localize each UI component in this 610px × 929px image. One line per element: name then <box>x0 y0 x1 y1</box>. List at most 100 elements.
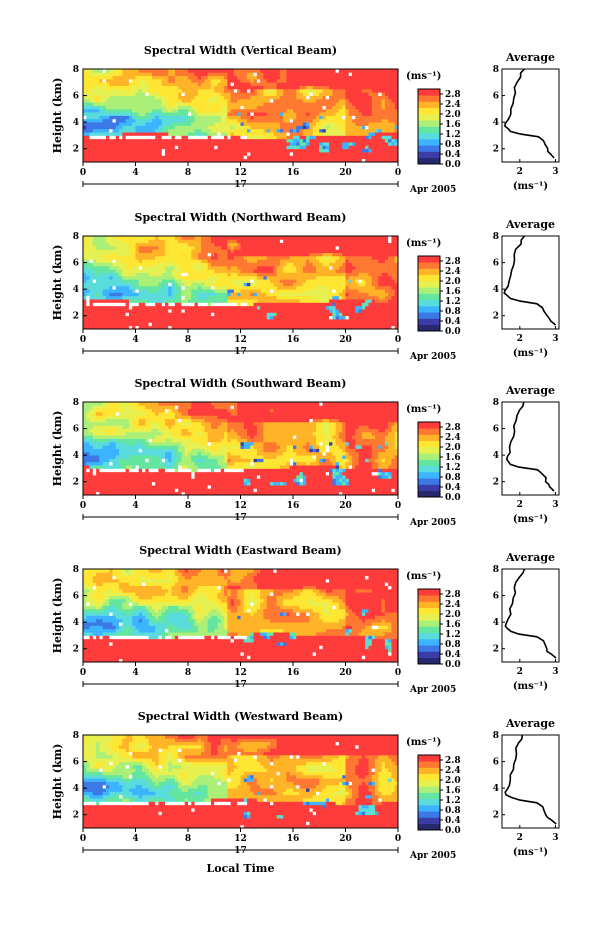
heatmap-cell <box>335 88 340 93</box>
heatmap-cell <box>302 118 307 123</box>
heatmap-cell <box>197 245 202 250</box>
heatmap-cell <box>283 115 287 120</box>
heatmap-cell <box>247 75 251 80</box>
heatmap-cell <box>89 295 94 300</box>
heatmap-cell <box>293 309 297 313</box>
heatmap-cell <box>125 108 130 113</box>
heatmap-cell <box>237 88 241 93</box>
heatmap-cell <box>148 322 153 327</box>
heatmap-cell <box>302 272 307 277</box>
heatmap-cell <box>230 239 235 244</box>
heatmap-cell <box>171 148 176 153</box>
heatmap-cell <box>115 262 120 267</box>
heatmap-cell <box>161 275 166 280</box>
heatmap-cell <box>112 132 117 136</box>
heatmap-cell <box>233 239 238 244</box>
heatmap-cell <box>260 255 264 260</box>
heatmap-cell <box>125 279 130 283</box>
heatmap-cell <box>115 322 120 327</box>
heatmap-cell <box>174 295 179 300</box>
heatmap-cell <box>210 95 215 100</box>
heatmap-cell <box>263 75 268 80</box>
heatmap-cell <box>214 118 218 123</box>
heatmap-cell <box>322 239 327 244</box>
heatmap-cell <box>122 249 127 254</box>
heatmap-cell <box>240 105 245 110</box>
heatmap-cell <box>325 302 330 307</box>
heatmap-cell <box>148 282 153 287</box>
heatmap-cell <box>381 102 386 106</box>
heatmap-cell <box>299 125 304 130</box>
heatmap-cell <box>329 155 333 160</box>
heatmap-cell <box>181 292 186 297</box>
heatmap-cell <box>355 128 360 133</box>
heatmap-cell <box>289 75 294 80</box>
heatmap-cell <box>171 285 176 290</box>
heatmap-cell <box>201 245 205 250</box>
heatmap-cell <box>276 142 281 146</box>
heatmap-cell <box>381 105 386 110</box>
heatmap-cell <box>197 282 202 287</box>
heatmap-cell <box>158 269 163 273</box>
heatmap-cell <box>174 236 179 240</box>
heatmap-cell <box>171 88 176 93</box>
heatmap-cell <box>115 242 120 247</box>
heatmap-cell <box>263 148 268 153</box>
heatmap-cell <box>322 132 327 136</box>
heatmap-cell <box>338 322 343 327</box>
heatmap-cell <box>233 265 238 270</box>
heatmap-cell <box>296 128 300 133</box>
heatmap-cell <box>329 265 333 270</box>
heatmap-cell <box>332 135 337 140</box>
heatmap-cell <box>125 299 130 303</box>
heatmap-cell <box>161 102 166 106</box>
heatmap-cell <box>145 322 150 327</box>
heatmap-cell <box>256 152 261 156</box>
heatmap-cell <box>158 245 163 250</box>
heatmap-cell <box>348 115 353 120</box>
heatmap-cell <box>286 305 291 310</box>
heatmap-cell <box>142 85 146 90</box>
heatmap-cell <box>207 75 212 80</box>
heatmap-cell <box>279 118 284 123</box>
heatmap-cell <box>256 285 261 290</box>
heatmap-cell <box>165 302 169 307</box>
heatmap-cell <box>312 85 317 90</box>
heatmap-cell <box>207 259 212 263</box>
heatmap-cell <box>99 88 104 93</box>
heatmap-cell <box>178 272 182 277</box>
heatmap-cell <box>161 312 166 317</box>
heatmap-cell <box>253 315 258 320</box>
heatmap-cell <box>138 279 143 283</box>
heatmap-cell <box>224 245 228 250</box>
heatmap-cell <box>155 315 159 320</box>
heatmap-cell <box>89 112 94 116</box>
heatmap-cell <box>201 322 205 327</box>
heatmap-cell <box>96 282 100 287</box>
heatmap-cell <box>174 322 179 327</box>
heatmap-cell <box>266 305 271 310</box>
heatmap-cell <box>276 125 281 130</box>
heatmap-cell <box>105 142 110 146</box>
heatmap-cell <box>368 115 373 120</box>
heatmap-cell <box>92 75 97 80</box>
x-tick-label: 4 <box>132 168 138 178</box>
heatmap-cell <box>132 249 136 254</box>
heatmap-cell <box>224 322 228 327</box>
heatmap-cell <box>125 242 130 247</box>
heatmap-cell <box>171 98 176 103</box>
heatmap-cell <box>105 112 110 116</box>
heatmap-cell <box>89 128 94 133</box>
heatmap-cell <box>253 249 258 254</box>
heatmap-cell <box>293 69 297 73</box>
heatmap-cell <box>105 309 110 313</box>
heatmap-cell <box>168 115 172 120</box>
heatmap-cell <box>142 105 146 110</box>
heatmap-cell <box>181 125 186 130</box>
heatmap-cell <box>322 302 327 307</box>
heatmap-cell <box>312 88 317 93</box>
heatmap-cell <box>319 279 323 283</box>
heatmap-cell <box>174 102 179 106</box>
heatmap-cell <box>197 252 202 257</box>
heatmap-cell <box>112 135 117 140</box>
